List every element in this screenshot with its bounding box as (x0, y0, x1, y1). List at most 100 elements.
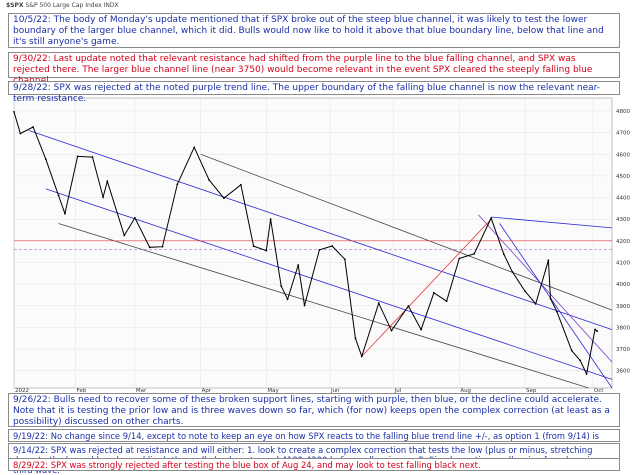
chart-name: S&P 500 Large Cap Index (25, 2, 102, 9)
annotation-date: 8/29/22: (13, 460, 49, 470)
trend-line (200, 153, 613, 311)
price-point (502, 253, 505, 256)
y-tick-label: 3800 (616, 325, 630, 331)
y-axis-ticks: 4800 4700 4600 4500 4400 4300 4200 4100 4000 3900… (616, 109, 630, 375)
y-tick-label: 4800 (616, 109, 630, 115)
price-point (407, 305, 410, 307)
price-point (596, 330, 599, 332)
annotation-date: 9/28/22: (13, 83, 51, 93)
price-point (19, 132, 22, 135)
price-point (547, 259, 550, 262)
annotation-9-30-22: 9/30/22: Last update noted that relevant… (8, 52, 620, 86)
price-point (445, 300, 448, 303)
price-point (32, 126, 34, 128)
price-point (286, 298, 289, 301)
price-point (570, 349, 573, 352)
plot-area (13, 97, 613, 389)
y-tick-label: 4300 (616, 217, 630, 223)
y-tick-label: 4600 (616, 152, 630, 158)
y-tick-label: 4100 (616, 260, 630, 266)
price-point (13, 110, 15, 113)
y-tick-label: 4400 (616, 196, 630, 202)
trend-line (491, 216, 613, 229)
price-point (297, 264, 300, 266)
price-point (208, 179, 210, 181)
price-point (133, 216, 136, 219)
trend-line (361, 218, 492, 357)
price-point (579, 359, 582, 362)
chart-symbol: $SPX (6, 2, 24, 9)
price-point (161, 245, 164, 248)
price-point (252, 245, 255, 248)
annotation-date: 9/30/22: (13, 54, 51, 64)
price-point (223, 197, 225, 200)
price-point (555, 310, 558, 313)
price-point (57, 194, 60, 197)
price-point (524, 290, 526, 293)
price-point (432, 291, 435, 294)
x-tick-label: Jun (330, 388, 340, 394)
price-point (193, 146, 196, 149)
x-tick-label: Aug (460, 388, 471, 394)
price-point (148, 246, 151, 249)
price-point (354, 337, 357, 340)
annotation-9-26-22: 9/26/22: Bulls need to recover some of t… (8, 393, 620, 427)
price-point (102, 196, 104, 199)
x-tick-label: May (267, 388, 279, 394)
y-tick-label: 4200 (616, 239, 630, 245)
price-point (106, 180, 109, 183)
price-point (420, 328, 423, 331)
price-point (176, 183, 179, 186)
price-point (490, 217, 493, 220)
annotation-date: 9/14/22: (13, 445, 49, 455)
price-point (303, 304, 306, 307)
y-tick-label: 3900 (616, 304, 630, 310)
trend-line (499, 223, 613, 389)
y-tick-label: 4700 (616, 131, 630, 137)
price-point (280, 285, 283, 287)
annotation-10-5-22: 10/5/22: The body of Monday's update men… (8, 13, 620, 48)
y-tick-label: 3600 (616, 369, 630, 375)
trend-lines (14, 130, 613, 389)
annotation-9-28-22: 9/28/22: SPX was rejected at the noted p… (8, 81, 620, 104)
price-point (377, 302, 380, 305)
price-point (511, 270, 514, 273)
price-point (269, 218, 272, 221)
price-point (534, 302, 537, 305)
x-tick-label: Sep (526, 388, 537, 394)
price-line (13, 111, 598, 376)
price-point (458, 257, 461, 260)
annotation-9-19-22: 9/19/22: No change since 9/14, except to… (8, 429, 620, 452)
price-point (265, 249, 268, 252)
price-point (331, 245, 333, 247)
trend-line (58, 223, 589, 389)
price-point (91, 156, 94, 158)
price-point (343, 258, 346, 261)
annotation-date: 9/19/22: (13, 431, 49, 441)
price-point (44, 158, 47, 161)
annotation-text: SPX was strongly rejected after testing … (50, 460, 481, 470)
x-tick-label: Mar (136, 388, 147, 394)
price-points (13, 110, 599, 375)
trend-line (45, 188, 613, 380)
annotation-date: 10/5/22: (13, 15, 51, 25)
x-tick-label: Jul (394, 388, 402, 394)
x-tick-label: 2022 (15, 388, 29, 394)
price-point (360, 355, 363, 358)
price-point (585, 373, 588, 375)
price-point (594, 328, 596, 331)
price-point (76, 155, 79, 158)
trend-line (28, 130, 613, 330)
x-tick-label: Feb (76, 388, 86, 394)
annotation-text: The body of Monday's update mentioned th… (13, 15, 604, 47)
y-tick-label: 4500 (616, 174, 630, 180)
price-point (549, 297, 552, 300)
chart-exchange: INDX (103, 2, 119, 9)
price-point (473, 252, 476, 255)
chart-header: $SPX S&P 500 Large Cap Index INDX (6, 2, 119, 9)
annotation-text: SPX was rejected at the noted purple tre… (13, 83, 601, 104)
annotation-8-29-22: 8/29/22: SPX was strongly rejected after… (8, 458, 620, 471)
price-point (123, 234, 126, 237)
x-tick-label: Apr (202, 388, 212, 394)
